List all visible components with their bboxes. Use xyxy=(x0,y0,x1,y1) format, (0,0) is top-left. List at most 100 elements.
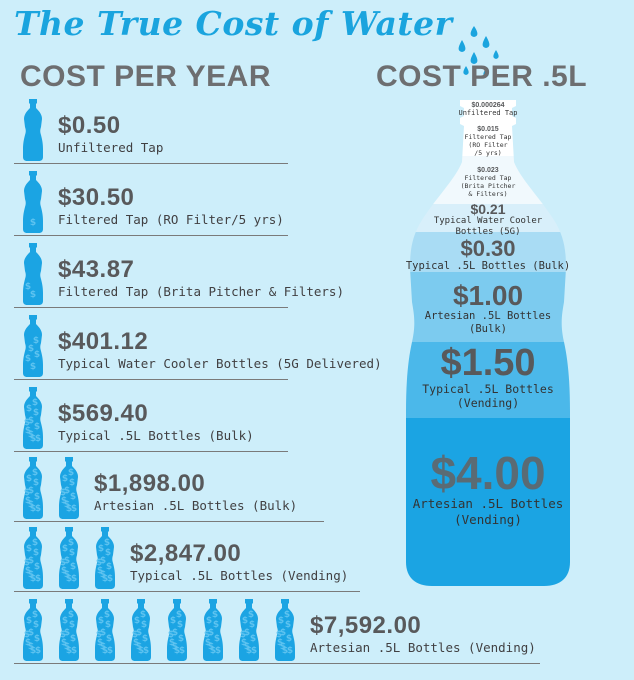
dollar-sign-icon: $ xyxy=(28,628,34,638)
dollar-sign-icon: $ xyxy=(24,488,30,498)
water-drops-icon xyxy=(458,26,499,77)
dollar-sign-icon: $ xyxy=(64,570,70,580)
dollar-sign-icon: $ xyxy=(34,350,40,360)
small-bottle-icon: $$ $$$$$$ $$ xyxy=(23,527,43,589)
half-liter-tier: $0.30 Typical .5L Bottles (Bulk) xyxy=(404,238,572,273)
dollar-sign-icon: $ xyxy=(66,504,72,514)
dollar-sign-icon: $ xyxy=(28,430,34,440)
dollar-sign-icon: $ xyxy=(143,646,149,656)
dollar-sign-icon: $ xyxy=(28,486,34,496)
dollar-sign-icon: $ xyxy=(33,620,39,630)
half-liter-tier: $0.21 Typical Water Cooler Bottles (5G) xyxy=(404,202,572,239)
half-liter-description: (Bulk) xyxy=(469,323,507,336)
row-divider xyxy=(14,307,288,308)
cost-per-year-row: $ $ $43.87 Filtered Tap (Brita Pitcher & Fi… xyxy=(14,240,634,308)
bottle-group: $$ $$$$$$ $$$$ $$$$$$ $$ xyxy=(23,457,79,519)
half-liter-price: $0.023 xyxy=(477,167,499,174)
cost-per-year-row: $ $ $ $ $ $ $ $ $ $ $ $ $ $ $ $ $ $ $ $ $1,898.00 Artesian .5… xyxy=(14,454,634,522)
dollar-sign-icon: $ xyxy=(24,418,30,428)
bottle-group: $$ $$$$$$ $$$$ $$$$$$ $$$$ $$$$$$ $$$$ $$$$$$ $$… xyxy=(23,599,295,661)
dollar-sign-icon: $ xyxy=(213,620,219,630)
cost-per-year-row: $ $ $ $ $ $ $ $ $ $ $ $ $ $ $ $ $ $ $ $ $ $ $ $ $ $ $ $ $ $ $2,847.00 T… xyxy=(14,524,634,592)
dollar-sign-icon: $ xyxy=(71,574,77,584)
dollar-sign-icon: $ xyxy=(61,496,67,506)
dollar-sign-icon: $ xyxy=(60,488,66,498)
dollar-sign-icon: $ xyxy=(28,416,34,426)
dollar-sign-icon: $ xyxy=(30,218,36,228)
half-liter-description: & Filters) xyxy=(468,190,508,199)
half-liter-price: $4.00 xyxy=(430,447,546,499)
annual-cost-label: Filtered Tap (RO Filter/5 yrs) xyxy=(58,212,284,227)
dollar-sign-icon: $ xyxy=(32,610,38,620)
dollar-sign-icon: $ xyxy=(62,474,68,484)
dollar-sign-icon: $ xyxy=(32,468,38,478)
small-bottle-icon xyxy=(23,99,43,161)
dollar-sign-icon: $ xyxy=(169,638,175,648)
dollar-sign-icon: $ xyxy=(26,404,32,414)
half-liter-description: Typical .5L Bottles (Bulk) xyxy=(405,260,571,272)
dollar-sign-icon: $ xyxy=(208,628,214,638)
small-bottle-icon: $$ $$$$$$ $$ xyxy=(275,599,295,661)
annual-cost-amount: $1,898.00 xyxy=(94,470,206,497)
small-bottle-icon: $$ $$$$$$ $$ xyxy=(131,599,151,661)
small-bottle-icon: $$ $$$$$$ $$ xyxy=(95,527,115,589)
dollar-sign-icon: $ xyxy=(25,282,31,292)
half-liter-tier: $0.000264 Unfiltered Tap xyxy=(404,102,572,118)
dollar-sign-icon: $ xyxy=(34,634,40,644)
half-liter-tier: $0.023 Filtered Tap (Brita Pitcher & Filter… xyxy=(404,167,572,198)
dollar-sign-icon: $ xyxy=(61,566,67,576)
annual-cost-label: Unfiltered Tap xyxy=(58,140,164,155)
half-liter-description: Filtered Tap xyxy=(464,174,512,182)
dollar-sign-icon: $ xyxy=(102,574,108,584)
dollar-sign-icon: $ xyxy=(136,628,142,638)
half-liter-description: (Brita Pitcher xyxy=(460,182,516,191)
dollar-sign-icon: $ xyxy=(107,574,113,584)
dollar-sign-icon: $ xyxy=(64,486,70,496)
bottle-tier-band xyxy=(406,204,570,232)
dollar-sign-icon: $ xyxy=(142,634,148,644)
dollar-sign-icon: $ xyxy=(64,642,70,652)
dollar-sign-icon: $ xyxy=(71,646,77,656)
dollar-sign-icon: $ xyxy=(28,344,34,354)
dollar-sign-icon: $ xyxy=(24,558,30,568)
dollar-sign-icon: $ xyxy=(178,634,184,644)
half-liter-description: (Vending) xyxy=(454,511,522,527)
cost-per-half-liter-heading: COST PER .5L xyxy=(376,60,588,93)
half-liter-description: Artesian .5L Bottles xyxy=(424,310,552,322)
dollar-sign-icon: $ xyxy=(32,538,38,548)
dollar-sign-icon: $ xyxy=(70,562,76,572)
half-liter-description: Bottles (5G) xyxy=(455,227,521,238)
dollar-sign-icon: $ xyxy=(26,474,32,484)
half-liter-price: $1.50 xyxy=(440,342,536,384)
dollar-sign-icon: $ xyxy=(24,630,30,640)
dollar-sign-icon: $ xyxy=(285,620,291,630)
dollar-sign-icon: $ xyxy=(138,646,144,656)
dollar-sign-icon: $ xyxy=(34,422,40,432)
dollar-sign-icon: $ xyxy=(102,646,108,656)
dollar-sign-icon: $ xyxy=(244,628,250,638)
dollar-sign-icon: $ xyxy=(30,504,36,514)
half-liter-price: $0.21 xyxy=(470,201,506,217)
dollar-sign-icon: $ xyxy=(62,544,68,554)
half-liter-price: $1.00 xyxy=(452,280,524,311)
dollar-sign-icon: $ xyxy=(62,616,68,626)
annual-cost-label: Artesian .5L Bottles (Vending) xyxy=(310,640,536,655)
dollar-sign-icon: $ xyxy=(71,504,77,514)
cost-per-year-row: $ $ $ $ $ $ $ $ $ $ $ $ $ $ $ $ $ $ $ $ $ $ $ $ $ $ $ $ $ $ $ $ $ $ $ $ $ $ $ $… xyxy=(14,596,634,664)
dollar-sign-icon: $ xyxy=(282,646,288,656)
dollar-sign-icon: $ xyxy=(284,610,290,620)
dollar-sign-icon: $ xyxy=(64,500,70,510)
dollar-sign-icon: $ xyxy=(28,642,34,652)
dollar-sign-icon: $ xyxy=(69,478,75,488)
dollar-sign-icon: $ xyxy=(25,566,31,576)
row-divider xyxy=(14,663,540,664)
dollar-sign-icon: $ xyxy=(286,634,292,644)
half-liter-tier: $1.00 Artesian .5L Bottles (Bulk) xyxy=(404,282,572,336)
dollar-sign-icon: $ xyxy=(34,492,40,502)
bottle-tier-band xyxy=(406,342,570,418)
small-bottle-icon: $$ $$$$$$ $$ xyxy=(59,457,79,519)
dollar-sign-icon: $ xyxy=(104,610,110,620)
dollar-sign-icon: $ xyxy=(28,500,34,510)
dollar-sign-icon: $ xyxy=(104,538,110,548)
dollar-sign-icon: $ xyxy=(69,620,75,630)
